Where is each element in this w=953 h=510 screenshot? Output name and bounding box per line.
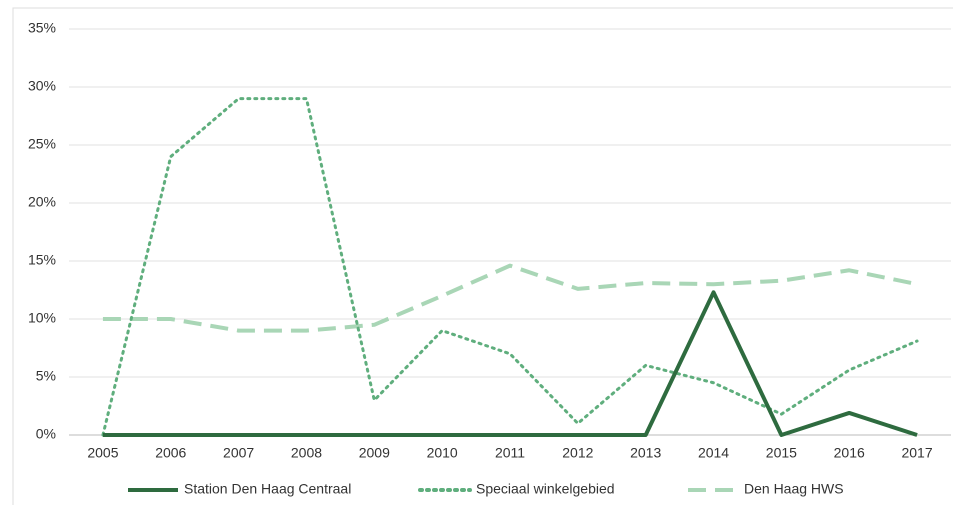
x-tick-label: 2008 xyxy=(291,445,322,461)
series-line xyxy=(101,97,919,437)
x-tick-label: 2007 xyxy=(223,445,254,461)
x-tick-label: 2016 xyxy=(834,445,865,461)
series-line xyxy=(102,263,918,333)
y-tick-label: 5% xyxy=(36,368,56,384)
x-tick-label: 2011 xyxy=(495,445,525,461)
y-tick-label: 20% xyxy=(28,194,56,210)
x-tick-label: 2012 xyxy=(562,445,593,461)
x-tick-label: 2009 xyxy=(359,445,390,461)
x-tick-label: 2015 xyxy=(766,445,797,461)
x-tick-label: 2014 xyxy=(698,445,729,461)
x-tick-label: 2017 xyxy=(901,445,932,461)
legend-label: Station Den Haag Centraal xyxy=(184,481,351,497)
x-tick-label: 2010 xyxy=(427,445,458,461)
x-tick-label: 2005 xyxy=(87,445,118,461)
y-tick-label: 25% xyxy=(28,136,56,152)
y-tick-label: 30% xyxy=(28,78,56,94)
y-tick-label: 35% xyxy=(28,20,56,36)
y-tick-label: 10% xyxy=(28,310,56,326)
x-tick-label: 2013 xyxy=(630,445,661,461)
y-tick-label: 0% xyxy=(36,426,56,442)
y-tick-label: 15% xyxy=(28,252,56,268)
legend-label: Den Haag HWS xyxy=(744,481,844,497)
x-tick-label: 2006 xyxy=(155,445,186,461)
series-line xyxy=(102,290,918,437)
chart-frame xyxy=(12,7,953,510)
legend-label: Speciaal winkelgebied xyxy=(476,481,615,497)
